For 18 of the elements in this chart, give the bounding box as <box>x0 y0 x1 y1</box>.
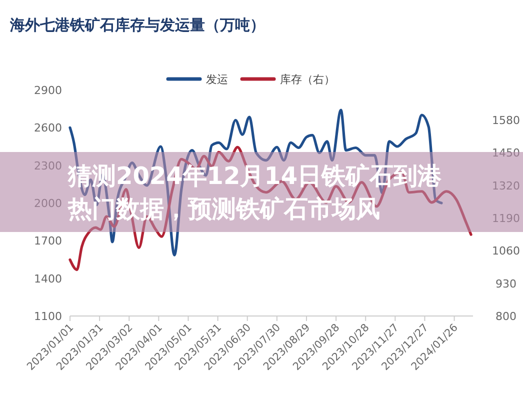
y-tick-label: 2900 <box>34 84 62 97</box>
y2-tick-label: 1580 <box>492 114 520 127</box>
y-tick-label: 1400 <box>34 272 62 286</box>
y2-tick-label: 1060 <box>492 244 520 258</box>
legend-label: 库存（右） <box>280 73 335 86</box>
legend-label: 发运 <box>206 73 228 86</box>
y-tick-label: 2000 <box>34 197 62 210</box>
y2-tick-label: 930 <box>496 277 516 290</box>
y2-tick-label: 1190 <box>492 212 520 225</box>
y-tick-label: 2300 <box>34 159 62 172</box>
y-tick-label: 1100 <box>34 310 62 323</box>
line-series <box>68 146 472 272</box>
y2-tick-label: 1320 <box>492 179 520 192</box>
line-series <box>68 108 443 256</box>
y-tick-label: 2600 <box>34 122 62 135</box>
chart-title: 海外七港铁矿石库存与发运量（万吨） <box>9 16 265 34</box>
y-tick-label: 1700 <box>34 234 62 248</box>
y2-tick-label: 800 <box>496 310 516 323</box>
